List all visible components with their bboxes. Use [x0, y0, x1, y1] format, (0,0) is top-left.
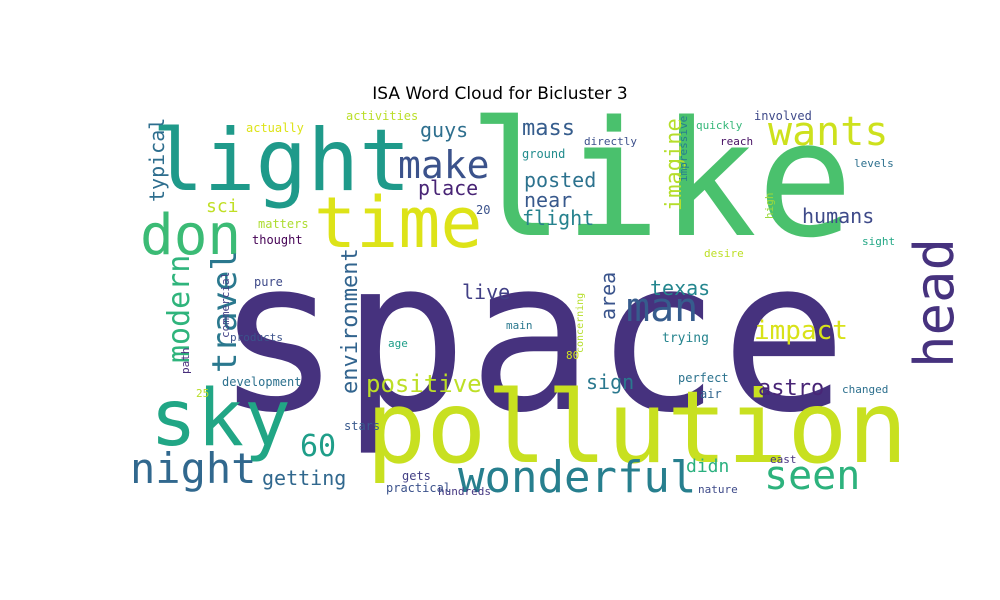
word-directly: directly — [584, 135, 637, 148]
word-25: 25 — [196, 387, 210, 400]
word-getting: getting — [262, 466, 347, 490]
word-trying: trying — [662, 331, 709, 346]
word-wants: wants — [768, 109, 889, 155]
word-main: main — [506, 319, 533, 332]
word-matters: matters — [258, 217, 309, 231]
word-impact: impact — [754, 316, 848, 346]
word-products: products — [230, 331, 283, 344]
word-nature: nature — [698, 483, 738, 496]
word-path: path — [179, 347, 192, 375]
word-perfect: perfect — [678, 371, 729, 385]
word-light: light — [152, 111, 411, 211]
word-levels: levels — [854, 157, 894, 170]
word-night: night — [130, 444, 257, 493]
word-80: 80 — [566, 349, 580, 362]
word-sight: sight — [862, 235, 896, 248]
word-high: high — [763, 192, 776, 220]
word-ground: ground — [522, 147, 566, 161]
word-60: 60 — [300, 429, 337, 464]
word-east: east — [770, 453, 797, 466]
word-make: make — [398, 143, 490, 187]
word-guys: guys — [420, 118, 469, 142]
chart-title: ISA Word Cloud for Bicluster 3 — [372, 84, 628, 104]
word-wonderful: wonderful — [458, 452, 697, 503]
word-head: head — [903, 237, 966, 368]
word-near: near — [524, 188, 573, 212]
word-20: 20 — [476, 203, 491, 217]
word-changed: changed — [842, 383, 889, 396]
word-involved: involved — [754, 109, 812, 123]
word-typical: typical — [145, 117, 169, 202]
word-positive: positive — [366, 370, 482, 398]
word-astro: astro — [758, 376, 825, 401]
word-sign: sign — [586, 370, 635, 394]
word-sci: sci — [206, 196, 239, 217]
word-time: time — [314, 182, 483, 264]
word-seen: seen — [764, 453, 861, 499]
word-actually: actually — [246, 121, 304, 135]
word-like: like — [468, 86, 854, 273]
word-don: don — [140, 203, 242, 268]
word-pollution: pollution — [366, 369, 908, 486]
word-gets: gets — [402, 469, 431, 483]
word-sky: sky — [150, 374, 291, 464]
word-didn: didn — [686, 456, 730, 477]
word-area: area — [596, 271, 620, 320]
word-texas: texas — [650, 276, 711, 300]
word-mass: mass — [522, 116, 575, 141]
word-activities: activities — [346, 109, 419, 123]
word-thought: thought — [252, 233, 303, 247]
word-impressive: impressive — [677, 115, 690, 182]
word-space: space — [215, 214, 848, 459]
word-air: air — [700, 387, 722, 401]
word-flight: flight — [522, 206, 595, 230]
word-quickly: quickly — [696, 119, 743, 132]
word-posted: posted — [524, 168, 597, 192]
word-commercial: commercial — [219, 271, 232, 338]
word-age: age — [388, 337, 408, 350]
word-hundreds: hundreds — [438, 485, 491, 498]
word-environment: environment — [338, 248, 363, 394]
word-place: place — [418, 176, 479, 200]
word-reach: reach — [720, 135, 754, 148]
word-practical: practical — [386, 481, 452, 495]
word-stars: stars — [344, 419, 381, 433]
word-development: development — [222, 375, 302, 389]
word-humans: humans — [802, 204, 875, 228]
word-desire: desire — [704, 247, 744, 260]
word-cloud: space like pollution light sky time don head won… — [125, 100, 966, 500]
word-pure: pure — [254, 275, 283, 289]
word-concerning: concerning — [575, 292, 586, 353]
word-man: man — [626, 285, 699, 331]
word-live: live — [462, 280, 511, 304]
